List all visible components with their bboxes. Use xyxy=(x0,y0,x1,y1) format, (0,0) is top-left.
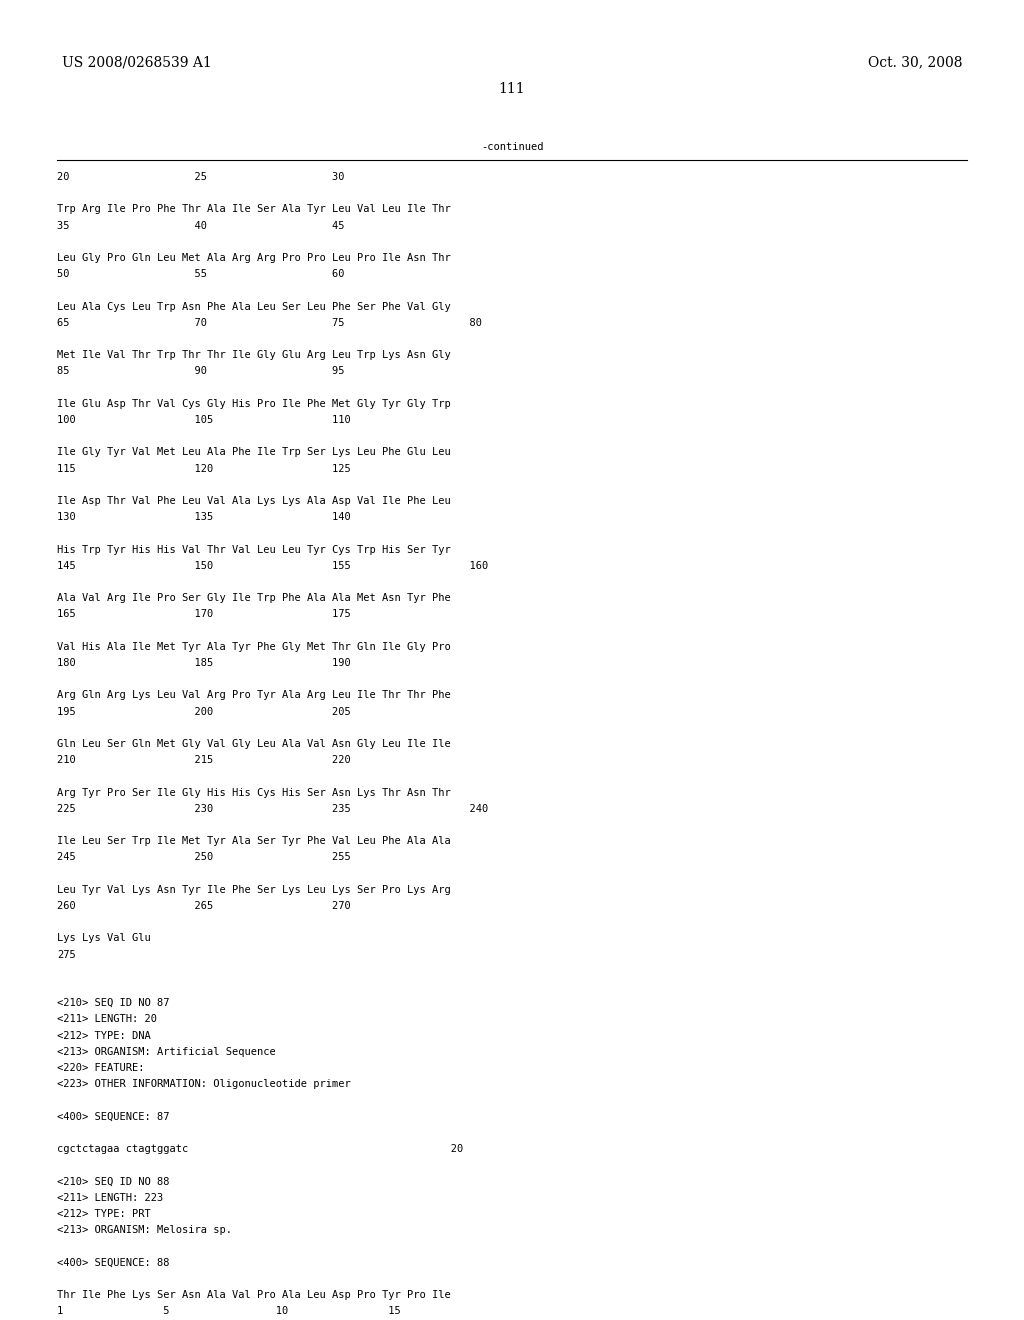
Text: 180                   185                   190: 180 185 190 xyxy=(57,657,351,668)
Text: <211> LENGTH: 223: <211> LENGTH: 223 xyxy=(57,1192,163,1203)
Text: Ala Val Arg Ile Pro Ser Gly Ile Trp Phe Ala Ala Met Asn Tyr Phe: Ala Val Arg Ile Pro Ser Gly Ile Trp Phe … xyxy=(57,593,451,603)
Text: Ile Glu Asp Thr Val Cys Gly His Pro Ile Phe Met Gly Tyr Gly Trp: Ile Glu Asp Thr Val Cys Gly His Pro Ile … xyxy=(57,399,451,409)
Text: US 2008/0268539 A1: US 2008/0268539 A1 xyxy=(62,55,212,69)
Text: <400> SEQUENCE: 87: <400> SEQUENCE: 87 xyxy=(57,1111,170,1122)
Text: Gln Leu Ser Gln Met Gly Val Gly Leu Ala Val Asn Gly Leu Ile Ile: Gln Leu Ser Gln Met Gly Val Gly Leu Ala … xyxy=(57,739,451,748)
Text: <211> LENGTH: 20: <211> LENGTH: 20 xyxy=(57,1014,157,1024)
Text: Arg Gln Arg Lys Leu Val Arg Pro Tyr Ala Arg Leu Ile Thr Thr Phe: Arg Gln Arg Lys Leu Val Arg Pro Tyr Ala … xyxy=(57,690,451,701)
Text: <213> ORGANISM: Melosira sp.: <213> ORGANISM: Melosira sp. xyxy=(57,1225,232,1236)
Text: 195                   200                   205: 195 200 205 xyxy=(57,706,351,717)
Text: Oct. 30, 2008: Oct. 30, 2008 xyxy=(867,55,962,69)
Text: Lys Lys Val Glu: Lys Lys Val Glu xyxy=(57,933,151,944)
Text: Trp Arg Ile Pro Phe Thr Ala Ile Ser Ala Tyr Leu Val Leu Ile Thr: Trp Arg Ile Pro Phe Thr Ala Ile Ser Ala … xyxy=(57,205,451,214)
Text: 111: 111 xyxy=(499,82,525,96)
Text: Leu Ala Cys Leu Trp Asn Phe Ala Leu Ser Leu Phe Ser Phe Val Gly: Leu Ala Cys Leu Trp Asn Phe Ala Leu Ser … xyxy=(57,301,451,312)
Text: Thr Ile Phe Lys Ser Asn Ala Val Pro Ala Leu Asp Pro Tyr Pro Ile: Thr Ile Phe Lys Ser Asn Ala Val Pro Ala … xyxy=(57,1290,451,1300)
Text: <400> SEQUENCE: 88: <400> SEQUENCE: 88 xyxy=(57,1258,170,1267)
Text: Arg Tyr Pro Ser Ile Gly His His Cys His Ser Asn Lys Thr Asn Thr: Arg Tyr Pro Ser Ile Gly His His Cys His … xyxy=(57,788,451,797)
Text: 20                    25                    30: 20 25 30 xyxy=(57,172,344,182)
Text: 1                5                 10                15: 1 5 10 15 xyxy=(57,1305,400,1316)
Text: 245                   250                   255: 245 250 255 xyxy=(57,853,351,862)
Text: 145                   150                   155                   160: 145 150 155 160 xyxy=(57,561,488,570)
Text: 210                   215                   220: 210 215 220 xyxy=(57,755,351,766)
Text: Leu Tyr Val Lys Asn Tyr Ile Phe Ser Lys Leu Lys Ser Pro Lys Arg: Leu Tyr Val Lys Asn Tyr Ile Phe Ser Lys … xyxy=(57,884,451,895)
Text: 130                   135                   140: 130 135 140 xyxy=(57,512,351,523)
Text: <213> ORGANISM: Artificial Sequence: <213> ORGANISM: Artificial Sequence xyxy=(57,1047,275,1057)
Text: 275: 275 xyxy=(57,949,76,960)
Text: Met Ile Val Thr Trp Thr Thr Ile Gly Glu Arg Leu Trp Lys Asn Gly: Met Ile Val Thr Trp Thr Thr Ile Gly Glu … xyxy=(57,350,451,360)
Text: Val His Ala Ile Met Tyr Ala Tyr Phe Gly Met Thr Gln Ile Gly Pro: Val His Ala Ile Met Tyr Ala Tyr Phe Gly … xyxy=(57,642,451,652)
Text: 50                    55                    60: 50 55 60 xyxy=(57,269,344,280)
Text: 225                   230                   235                   240: 225 230 235 240 xyxy=(57,804,488,814)
Text: Ile Asp Thr Val Phe Leu Val Ala Lys Lys Ala Asp Val Ile Phe Leu: Ile Asp Thr Val Phe Leu Val Ala Lys Lys … xyxy=(57,496,451,506)
Text: 100                   105                   110: 100 105 110 xyxy=(57,414,351,425)
Text: 35                    40                    45: 35 40 45 xyxy=(57,220,344,231)
Text: 65                    70                    75                    80: 65 70 75 80 xyxy=(57,318,482,327)
Text: 115                   120                   125: 115 120 125 xyxy=(57,463,351,474)
Text: <223> OTHER INFORMATION: Oligonucleotide primer: <223> OTHER INFORMATION: Oligonucleotide… xyxy=(57,1080,351,1089)
Text: Leu Gly Pro Gln Leu Met Ala Arg Arg Pro Pro Leu Pro Ile Asn Thr: Leu Gly Pro Gln Leu Met Ala Arg Arg Pro … xyxy=(57,253,451,263)
Text: 165                   170                   175: 165 170 175 xyxy=(57,610,351,619)
Text: <220> FEATURE:: <220> FEATURE: xyxy=(57,1063,144,1073)
Text: cgctctagaa ctagtggatc                                          20: cgctctagaa ctagtggatc 20 xyxy=(57,1144,463,1154)
Text: 260                   265                   270: 260 265 270 xyxy=(57,902,351,911)
Text: <212> TYPE: DNA: <212> TYPE: DNA xyxy=(57,1031,151,1040)
Text: Ile Leu Ser Trp Ile Met Tyr Ala Ser Tyr Phe Val Leu Phe Ala Ala: Ile Leu Ser Trp Ile Met Tyr Ala Ser Tyr … xyxy=(57,836,451,846)
Text: <212> TYPE: PRT: <212> TYPE: PRT xyxy=(57,1209,151,1218)
Text: 85                    90                    95: 85 90 95 xyxy=(57,367,344,376)
Text: Ile Gly Tyr Val Met Leu Ala Phe Ile Trp Ser Lys Leu Phe Glu Leu: Ile Gly Tyr Val Met Leu Ala Phe Ile Trp … xyxy=(57,447,451,458)
Text: -continued: -continued xyxy=(480,143,544,152)
Text: His Trp Tyr His His Val Thr Val Leu Leu Tyr Cys Trp His Ser Tyr: His Trp Tyr His His Val Thr Val Leu Leu … xyxy=(57,545,451,554)
Text: <210> SEQ ID NO 87: <210> SEQ ID NO 87 xyxy=(57,998,170,1008)
Text: <210> SEQ ID NO 88: <210> SEQ ID NO 88 xyxy=(57,1176,170,1187)
